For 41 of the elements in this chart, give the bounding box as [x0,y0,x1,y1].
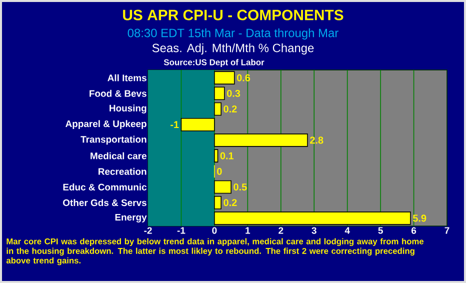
data-label: 0 [217,168,222,175]
x-tick-label: 3 [312,227,316,234]
bar [214,212,411,225]
source-note: Source:US Dept of Labor [164,59,264,67]
chart-subtitle: 08:30 EDT 15th Mar - Data through Mar [128,28,338,40]
bar [214,134,308,147]
x-tick-label: 1 [246,227,250,234]
x-tick-label: 2 [278,227,284,234]
data-label: 0.5 [234,183,247,191]
y-tick-label: Food & Bevs [90,90,146,97]
x-tick-label: 6 [411,227,416,234]
y-tick-label: Medical care [90,152,146,160]
data-label: 0.3 [227,90,240,97]
data-label: 0.2 [224,105,237,113]
y-tick-label: Housing [110,104,146,114]
data-label: 0.2 [224,199,237,206]
x-tick-label: 0 [212,227,217,234]
data-label: 0.1 [220,152,234,160]
data-label: -1 [170,121,179,128]
x-tick-label: -2 [144,227,152,234]
y-tick-label: Apparel & Upkeep [66,120,146,130]
y-tick-label: Transportation [80,136,146,145]
x-tick-label: -1 [177,227,186,234]
bar [180,118,215,132]
chart-title: US APR CPI-U - COMPONENTS [123,10,344,20]
bar [214,196,222,210]
x-tick-label: 4 [344,227,350,234]
y-tick-label: Educ & Communic [63,184,147,190]
bar [214,149,218,162]
bar [214,102,222,116]
y-tick-label: Energy [115,214,147,222]
y-tick-label: Recreation [98,168,146,175]
y-tick-label: All Items [108,74,146,82]
x-tick-label: 7 [444,227,450,234]
text: Seas. Adj. Mth/Mth % Change [152,43,314,55]
bar [214,86,225,100]
text: Mar core CPI was depressed by below trend data in apparel, medical care and lodging away from home in the housing breakdown. The latter is most likley to rebound. The first 2 were correcting preceding above trend gains. [6,238,424,266]
bar [214,71,235,84]
bar [214,180,232,194]
y-tick-label: Other Gds & Servs [63,199,146,206]
x-tick-label: 5 [378,227,383,234]
